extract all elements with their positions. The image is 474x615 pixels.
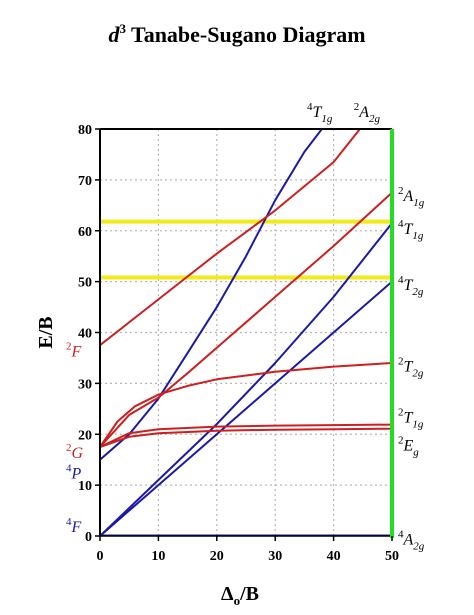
right-label-5-main: E bbox=[403, 437, 414, 454]
right-label-3-sub: 2g bbox=[412, 368, 424, 380]
title-text: Tanabe-Sugano Diagram bbox=[126, 22, 366, 47]
y-tick-label-20: 20 bbox=[78, 428, 92, 443]
right-label-4-sub: 1g bbox=[412, 418, 424, 430]
left-label-4F-main: F bbox=[71, 519, 82, 536]
right-label-3-sup: 2 bbox=[398, 356, 404, 368]
series-2T2g bbox=[100, 362, 392, 448]
right-label-1-main: T bbox=[404, 221, 414, 238]
left-label-4P-sup: 4 bbox=[66, 462, 72, 474]
left-label-2F-sup: 2 bbox=[66, 340, 72, 352]
right-label-0-sup: 2 bbox=[398, 185, 404, 197]
left-label-2G-main: G bbox=[72, 445, 84, 462]
right-label-0: 2A1g bbox=[398, 185, 425, 209]
x-tick-label-40: 40 bbox=[327, 549, 341, 564]
left-label-4F: 4F bbox=[66, 516, 82, 536]
series-4T1g-F bbox=[100, 222, 392, 536]
left-label-4P: 4P bbox=[66, 462, 82, 482]
top-label-0-main: T bbox=[313, 104, 323, 121]
left-label-2G: 2G bbox=[66, 442, 84, 462]
top-label-1-sup: 2 bbox=[354, 101, 360, 113]
right-label-5-sup: 2 bbox=[398, 434, 404, 446]
series-2A2g bbox=[100, 129, 361, 347]
y-axis-label: E/B bbox=[35, 316, 57, 348]
x-tick-label-0: 0 bbox=[97, 549, 104, 564]
series-group bbox=[100, 129, 392, 536]
right-label-1-sub: 1g bbox=[412, 230, 424, 242]
right-label-4-sup: 2 bbox=[398, 406, 404, 418]
title-d: d bbox=[108, 22, 120, 47]
left-label-4F-sup: 4 bbox=[66, 516, 72, 528]
x-tick-label-10: 10 bbox=[151, 549, 165, 564]
y-tick-label-70: 70 bbox=[78, 174, 92, 189]
right-label-0-sub: 1g bbox=[413, 197, 425, 209]
x-tick-label-30: 30 bbox=[268, 549, 282, 564]
right-label-1: 4T1g bbox=[398, 218, 424, 242]
right-label-2-sup: 4 bbox=[398, 274, 404, 286]
top-label-1-sub: 2g bbox=[369, 113, 381, 125]
x-axis-label-rest: /B bbox=[239, 583, 259, 605]
right-label-3: 2T2g bbox=[398, 356, 424, 380]
right-label-2-main: T bbox=[404, 277, 414, 294]
y-tick-label-40: 40 bbox=[78, 327, 92, 342]
right-label-5: 2Eg bbox=[398, 434, 419, 458]
left-label-4P-main: P bbox=[71, 465, 82, 482]
right-label-6-sup: 4 bbox=[398, 529, 404, 541]
x-axis-label-delta: Δ bbox=[221, 583, 234, 605]
series-2T2g-high bbox=[100, 191, 392, 448]
top-label-1: 2A2g bbox=[354, 101, 381, 125]
y-tick-label-60: 60 bbox=[78, 225, 92, 240]
top-label-0-sub: 1g bbox=[321, 113, 333, 125]
left-label-2F-main: F bbox=[71, 343, 82, 360]
right-label-2: 4T2g bbox=[398, 274, 424, 298]
series-2Eg bbox=[100, 427, 392, 448]
series-4T1g-P bbox=[100, 129, 323, 461]
right-label-5-sub: g bbox=[413, 446, 419, 458]
series-2T1g bbox=[100, 423, 392, 448]
right-label-1-sup: 4 bbox=[398, 218, 404, 230]
y-tick-label-80: 80 bbox=[78, 123, 92, 138]
series-4T2g bbox=[100, 280, 392, 536]
x-tick-label-50: 50 bbox=[385, 549, 399, 564]
left-label-2F: 2F bbox=[66, 340, 82, 360]
y-tick-label-0: 0 bbox=[85, 530, 92, 545]
right-label-3-main: T bbox=[404, 359, 414, 376]
y-tick-label-30: 30 bbox=[78, 377, 92, 392]
right-label-4: 2T1g bbox=[398, 406, 424, 430]
chart-title: d3 Tanabe-Sugano Diagram bbox=[108, 21, 365, 47]
top-label-0-sup: 4 bbox=[307, 101, 313, 113]
x-axis-label: Δo/B bbox=[221, 583, 259, 608]
top-label-0: 4T1g bbox=[307, 101, 333, 125]
right-label-6-sub: 2g bbox=[413, 541, 425, 553]
right-label-6-main: A bbox=[403, 532, 414, 549]
right-label-4-main: T bbox=[404, 409, 414, 426]
grid bbox=[100, 129, 392, 536]
right-label-6: 4A2g bbox=[398, 529, 425, 553]
right-label-2-sub: 2g bbox=[412, 286, 424, 298]
x-axis-label-subscript: o bbox=[234, 593, 241, 608]
x-tick-label-20: 20 bbox=[210, 549, 224, 564]
y-tick-label-10: 10 bbox=[78, 479, 92, 494]
top-label-1-main: A bbox=[358, 104, 369, 121]
left-label-2G-sup: 2 bbox=[66, 442, 72, 454]
y-tick-label-50: 50 bbox=[78, 276, 92, 291]
right-label-0-main: A bbox=[403, 188, 414, 205]
title-superscript: 3 bbox=[119, 21, 126, 36]
